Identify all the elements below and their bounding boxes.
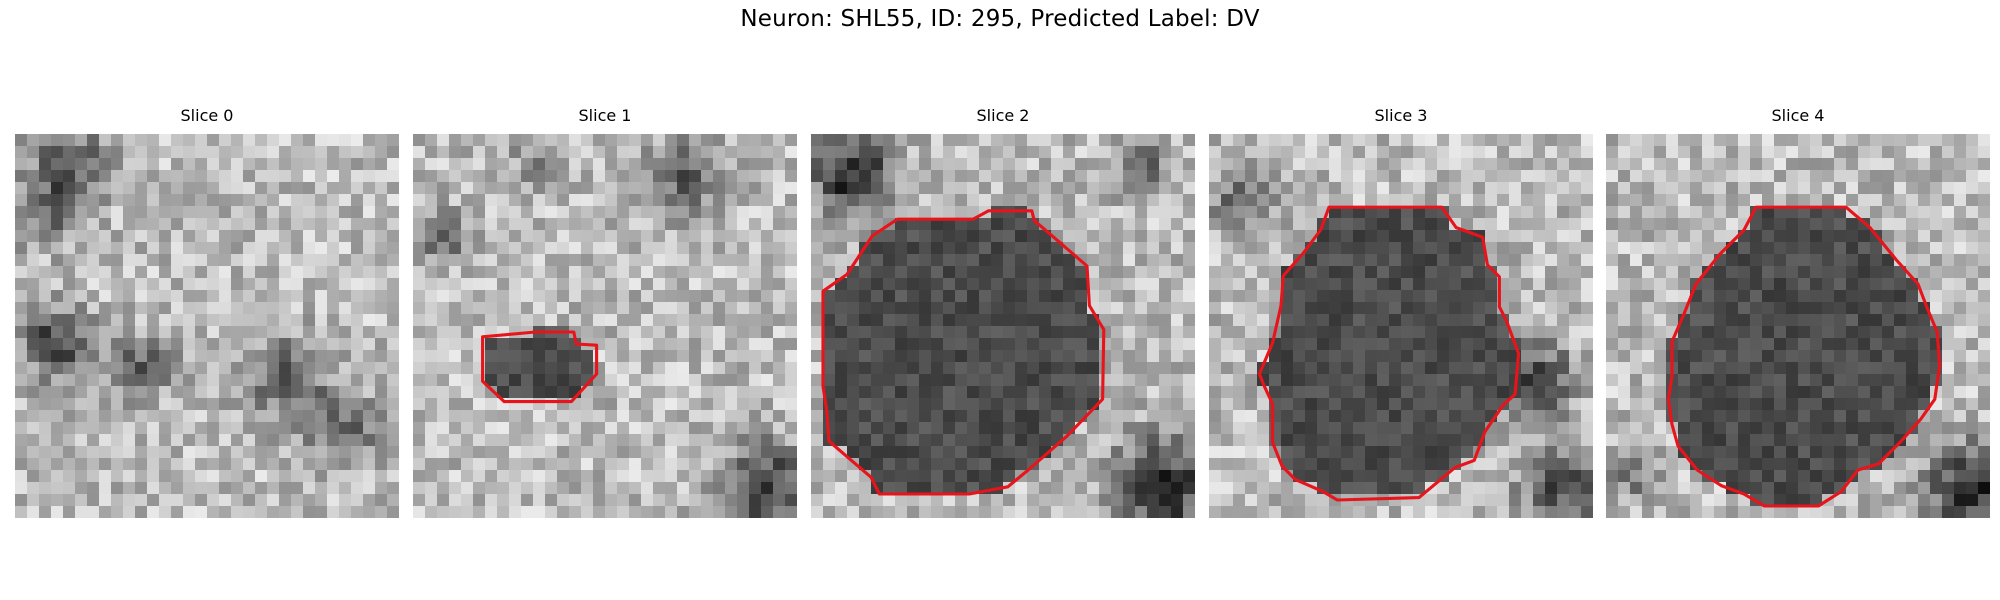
slice-contour-4 [1666,205,1942,508]
roi-contour [481,330,599,404]
slice-contour-3 [1257,205,1521,502]
roi-contour [1666,205,1942,508]
slice-title-1: Slice 1 [578,106,632,125]
slice-title-0: Slice 0 [180,106,234,125]
slice-title-3: Slice 3 [1374,106,1428,125]
slice-contour-1 [481,330,599,404]
slice-image-0 [15,134,399,518]
slice-image-4 [1606,134,1990,518]
slice-contour-2 [821,209,1106,496]
slice-image-3 [1209,134,1593,518]
slice-image-2 [811,134,1195,518]
roi-contour [821,209,1106,496]
roi-contour [1257,205,1521,502]
slice-title-2: Slice 2 [976,106,1030,125]
slice-image-1 [413,134,797,518]
slice-title-4: Slice 4 [1771,106,1825,125]
figure-title: Neuron: SHL55, ID: 295, Predicted Label:… [740,6,1260,32]
slice-contour-0 [15,134,399,518]
